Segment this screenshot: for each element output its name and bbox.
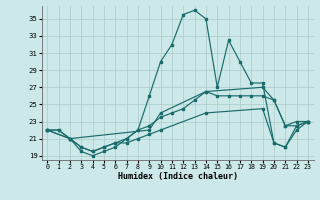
X-axis label: Humidex (Indice chaleur): Humidex (Indice chaleur): [118, 172, 237, 181]
